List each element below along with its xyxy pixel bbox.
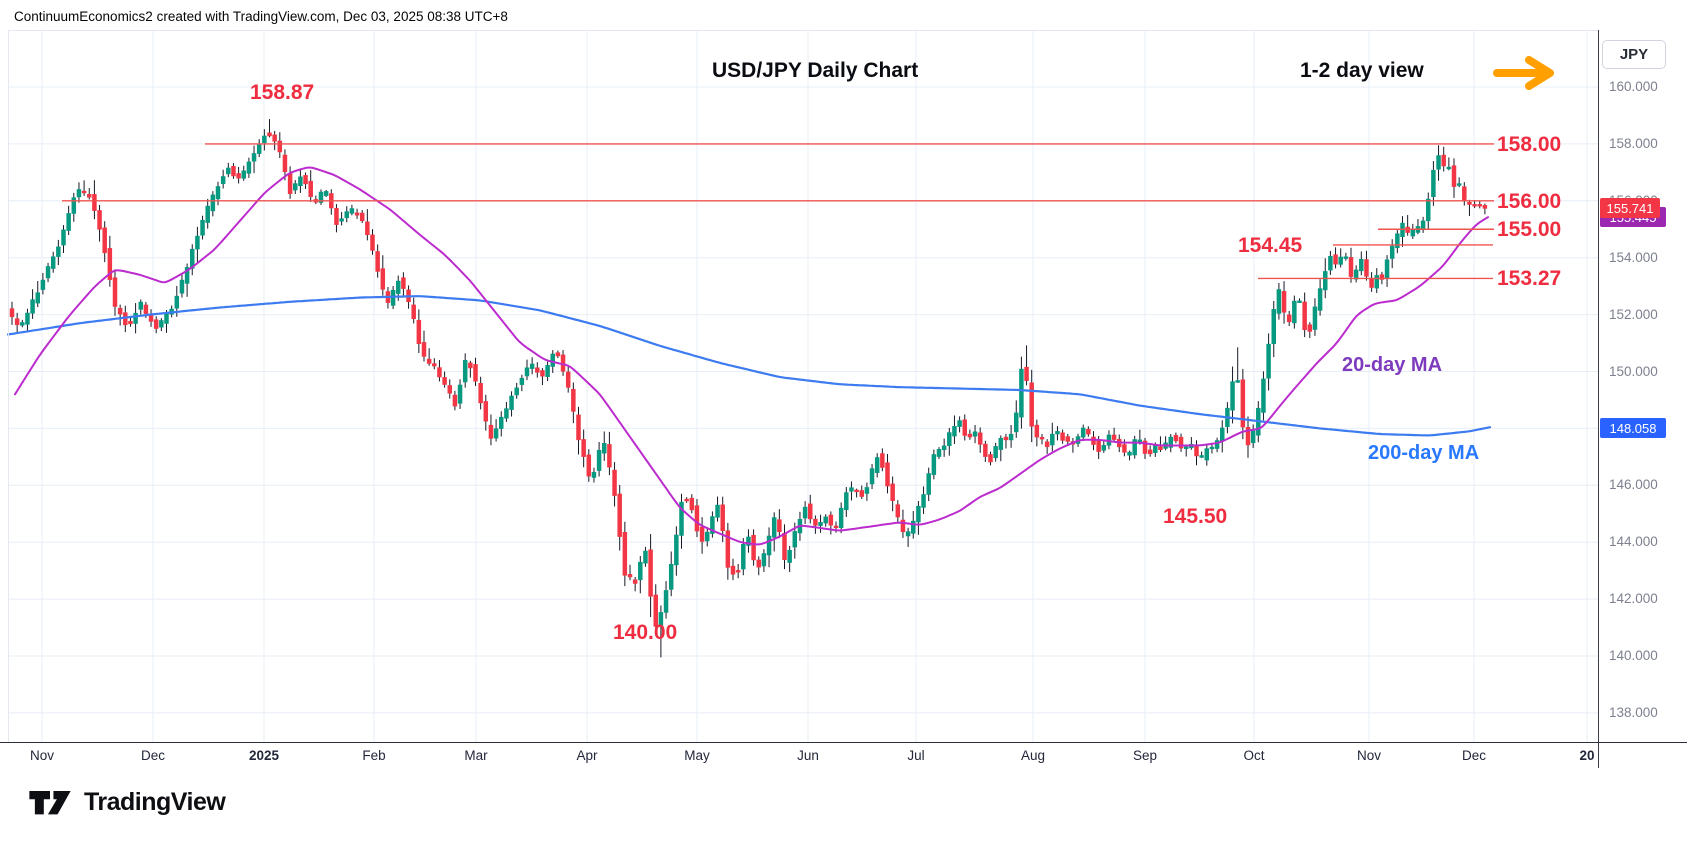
- time-label-Jul: Jul: [907, 748, 925, 763]
- tradingview-logo[interactable]: TradingView: [28, 784, 226, 820]
- level-label-156: 156.00: [1497, 190, 1562, 213]
- price-tick-140.000: 140.000: [1609, 648, 1658, 663]
- right-arrow-icon: [1493, 56, 1554, 90]
- level-label-153-27: 153.27: [1497, 267, 1562, 290]
- last-price-badge: 155.741: [1600, 198, 1660, 218]
- view-horizon-note: 1-2 day view: [1300, 59, 1424, 82]
- price-axis-separator: [1598, 30, 1599, 768]
- level-label-158: 158.00: [1497, 133, 1562, 156]
- time-label-Oct: Oct: [1243, 748, 1265, 763]
- time-label-Nov: Nov: [29, 748, 55, 763]
- time-label-Sep: Sep: [1132, 748, 1158, 763]
- level-label-155: 155.00: [1497, 218, 1562, 241]
- price-tick-158.000: 158.000: [1609, 135, 1658, 151]
- time-label-20: 20: [1579, 748, 1595, 763]
- time-label-Apr: Apr: [576, 748, 598, 763]
- price-tick-150.000: 150.000: [1609, 363, 1658, 379]
- plot-top-border: [8, 30, 1598, 31]
- tradingview-logo-icon: [29, 791, 71, 815]
- time-label-Dec: Dec: [1461, 748, 1487, 763]
- time-label-Aug: Aug: [1020, 748, 1046, 763]
- annotation-support-price: 145.50: [1163, 505, 1228, 528]
- level-label-154-45: 154.45: [1238, 234, 1303, 257]
- annotation-peak-price: 158.87: [250, 81, 315, 104]
- tradingview-logo-text: TradingView: [84, 787, 226, 816]
- time-label-2025: 2025: [248, 748, 280, 763]
- time-label-Nov: Nov: [1356, 748, 1382, 763]
- price-tick-154.000: 154.000: [1609, 249, 1658, 265]
- ma200-value-badge: 148.058: [1600, 418, 1666, 438]
- price-tick-142.000: 142.000: [1609, 591, 1658, 607]
- time-label-May: May: [684, 748, 710, 763]
- time-label-Mar: Mar: [464, 748, 488, 763]
- plot-left-border: [8, 30, 9, 742]
- ma20-legend-label: 20-day MA: [1342, 354, 1443, 376]
- chart-title: USD/JPY Daily Chart: [712, 59, 919, 82]
- price-tick-144.000: 144.000: [1609, 534, 1658, 550]
- currency-unit-box: JPY: [1602, 40, 1666, 69]
- time-label-Jun: Jun: [797, 748, 819, 763]
- price-tick-146.000: 146.000: [1609, 477, 1658, 493]
- price-tick-160.000: 160.000: [1609, 79, 1658, 94]
- time-label-Feb: Feb: [362, 748, 386, 763]
- price-tick-152.000: 152.000: [1609, 306, 1658, 322]
- ma200-legend-label: 200-day MA: [1368, 442, 1480, 464]
- annotation-low-price: 140.00: [613, 621, 678, 644]
- time-label-Dec: Dec: [140, 748, 166, 763]
- time-axis-line: [0, 742, 1687, 743]
- price-tick-138.000: 138.000: [1609, 704, 1658, 720]
- attribution-text: ContinuumEconomics2 created with Trading…: [14, 9, 508, 24]
